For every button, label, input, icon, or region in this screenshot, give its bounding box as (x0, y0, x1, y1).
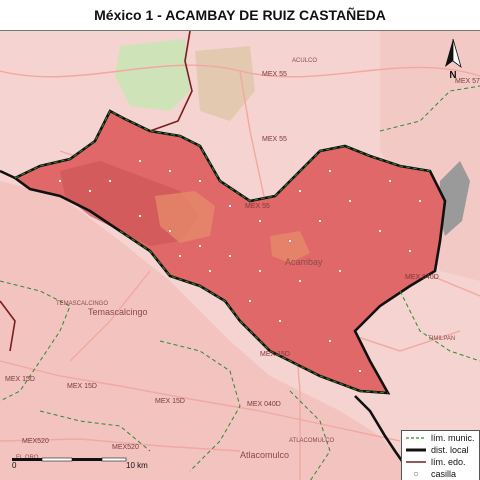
road-label: MEX520 (112, 444, 139, 451)
north-arrow-icon: N (441, 37, 465, 81)
scale-left-label: 0 (12, 461, 17, 470)
place-label: TEMASCALCINGO (56, 301, 108, 307)
place-label: ACULCO (292, 58, 317, 64)
road-label: MEX 55 (262, 136, 287, 143)
road-label: MEX 15D (260, 351, 290, 358)
state-boundary-west (0, 300, 16, 352)
place-label: ATLACOMULCO (289, 438, 335, 444)
scale-bar: 0 10 km (12, 456, 152, 478)
road-label: MEX 55 (245, 203, 270, 210)
district-boundary-west (0, 169, 16, 180)
municipal-limits (0, 85, 480, 480)
legend-label: lím. edo. (431, 457, 466, 467)
casilla-points (58, 159, 422, 373)
place-label: Acambay (285, 257, 323, 267)
legend-label: casilla (431, 469, 457, 479)
district-boundary-tail (354, 395, 404, 462)
road-label: MEX 040D (405, 274, 439, 281)
place-label: Temascalcingo (88, 307, 148, 317)
map-svg: MEX 55 MEX 55 MEX 55 MEX 57 MEX 040D MEX… (0, 31, 480, 480)
thick-black-line-icon (406, 448, 426, 452)
tan-area (195, 46, 255, 121)
dark-red-line-icon (406, 461, 426, 463)
road-label: MEX 040D (247, 401, 281, 408)
scale-right-label: 10 km (126, 461, 148, 470)
water-body-east (438, 161, 470, 236)
map-canvas[interactable]: MEX 55 MEX 55 MEX 55 MEX 57 MEX 040D MEX… (0, 30, 480, 480)
legend-label: lím. munic. (431, 433, 475, 443)
place-label: Atlacomulco (240, 450, 289, 460)
road-label: MEX 15D (67, 383, 97, 390)
road-label: MEX 15D (5, 376, 35, 383)
green-area (115, 39, 190, 111)
road-label: MEX 57 (455, 78, 480, 85)
legend-label: dist. local (431, 445, 469, 455)
legend: lím. munic. dist. local lím. edo. casill… (401, 430, 480, 480)
road-label: MEX520 (22, 438, 49, 445)
green-dashed-line-icon (406, 437, 426, 439)
urban-area-acambay (270, 231, 310, 263)
small-circle-icon (413, 471, 419, 477)
map-title: México 1 - ACAMBAY DE RUIZ CASTAÑEDA (94, 7, 386, 23)
place-label: TIMILPAN (428, 336, 455, 342)
north-label: N (449, 70, 456, 81)
road-label: MEX 15D (155, 398, 185, 405)
municipal-shading-south (0, 181, 420, 480)
road-label: MEX 55 (262, 71, 287, 78)
state-boundary-north (149, 31, 193, 132)
